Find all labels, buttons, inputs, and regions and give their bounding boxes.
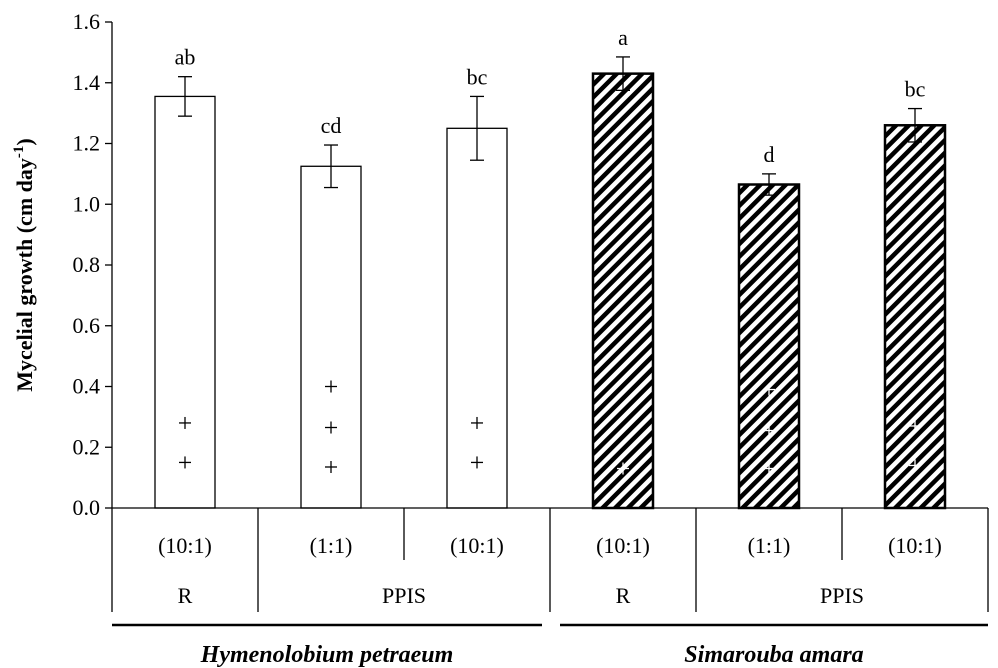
bar — [883, 124, 947, 510]
y-axis-label-superscript: -1 — [11, 146, 27, 159]
y-axis-title: Mycelial growth (cm day-1) — [11, 138, 37, 391]
significance-letter: cd — [321, 113, 342, 138]
group-label: R — [178, 583, 193, 608]
significance-letter: bc — [905, 77, 926, 102]
ratio-label: (10:1) — [596, 533, 650, 558]
y-tick-label: 1.2 — [73, 131, 101, 156]
y-axis-label: Mycelial growth (cm day-1) — [11, 138, 37, 391]
significance-letter: ab — [175, 45, 196, 70]
species-label: Simarouba amara — [684, 642, 863, 668]
y-tick-label: 1.6 — [73, 9, 101, 34]
ratio-label: (10:1) — [888, 533, 942, 558]
bar — [300, 165, 362, 509]
ratio-label: (10:1) — [450, 533, 504, 558]
ratio-label: (10:1) — [158, 533, 212, 558]
y-axis-label-main: Mycelial growth (cm day — [12, 158, 37, 392]
y-tick-label: 1.4 — [73, 70, 101, 95]
group-label: PPIS — [820, 583, 864, 608]
bars: ab cd bc a d bc — [154, 25, 947, 510]
y-axis: 0.0 0.2 0.4 0.6 0.8 1.0 1.2 1.4 1.6 — [73, 9, 113, 520]
bar — [446, 127, 508, 509]
y-tick-label: 0.8 — [73, 252, 101, 277]
bar — [737, 183, 801, 510]
significance-letter: d — [764, 142, 775, 167]
species-label: Hymenolobium petraeum — [200, 642, 454, 668]
y-tick-label: 1.0 — [73, 191, 101, 216]
y-tick-label: 0.2 — [73, 434, 101, 459]
y-tick-label: 0.6 — [73, 313, 101, 338]
y-axis-label-end: ) — [12, 138, 37, 145]
significance-letter: a — [618, 25, 628, 50]
y-tick-label: 0.0 — [73, 495, 101, 520]
bar — [154, 95, 216, 509]
x-axis: (10:1) (1:1) (10:1) (10:1) (1:1) (10:1) R PPIS R… — [111, 507, 989, 668]
ratio-label: (1:1) — [310, 533, 353, 558]
group-label: PPIS — [382, 583, 426, 608]
bar — [591, 72, 655, 510]
group-label: R — [616, 583, 631, 608]
y-tick-label: 0.4 — [73, 374, 101, 399]
significance-letter: bc — [467, 64, 488, 89]
ratio-label: (1:1) — [748, 533, 791, 558]
